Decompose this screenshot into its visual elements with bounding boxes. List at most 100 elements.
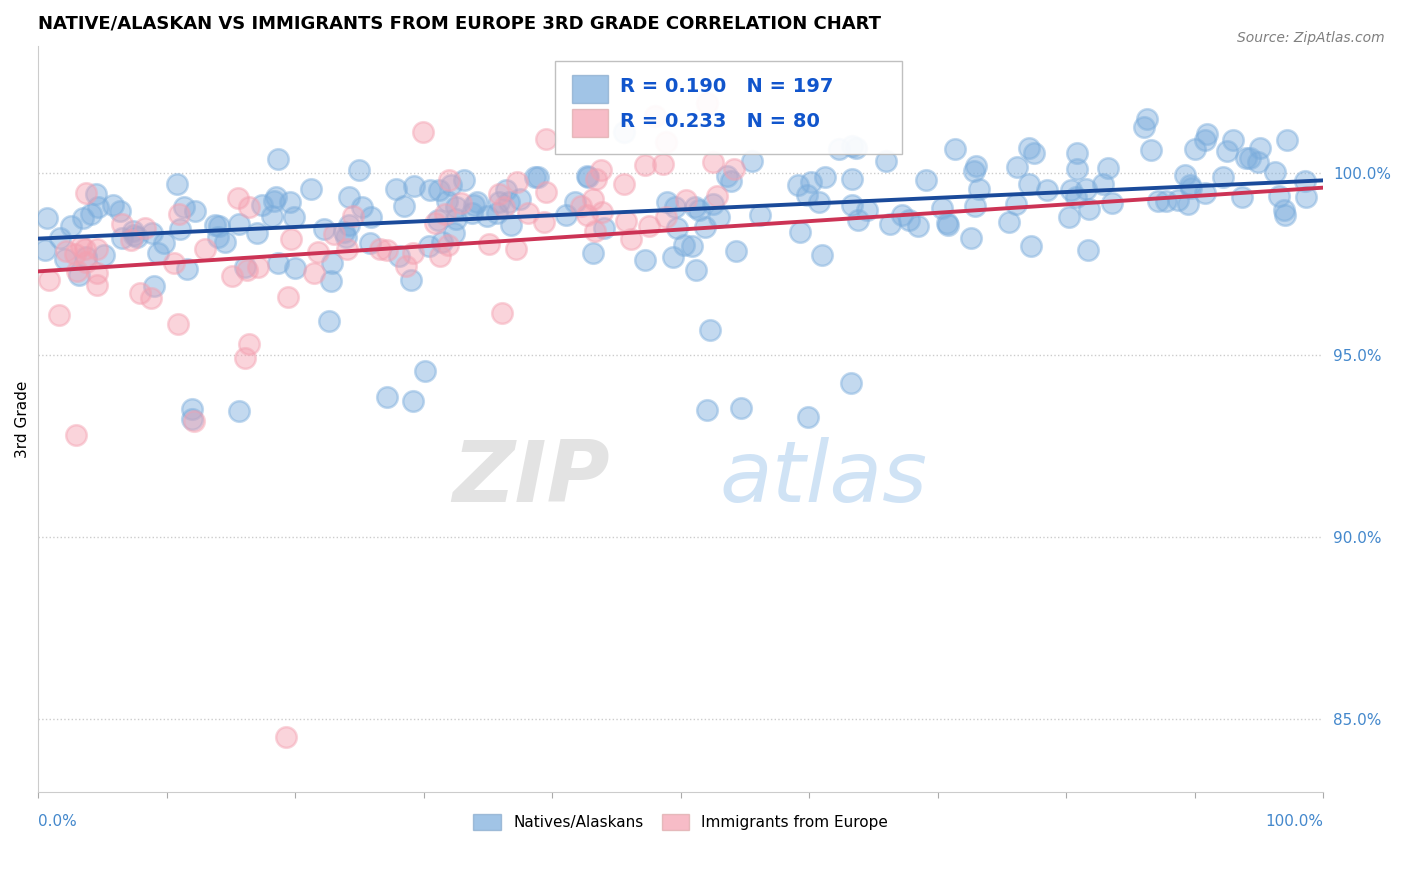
Point: [1174, 168, 1197, 182]
Point: [1136, 112, 1159, 126]
Point: [183, 414, 205, 428]
Point: [1154, 194, 1177, 209]
Point: [434, 207, 457, 221]
Point: [839, 376, 862, 390]
Point: [375, 390, 398, 404]
Point: [1178, 178, 1201, 192]
Point: [312, 222, 335, 236]
Point: [264, 190, 287, 204]
Point: [246, 260, 269, 275]
Point: [1057, 210, 1080, 224]
Text: R = 0.233   N = 80: R = 0.233 N = 80: [620, 112, 820, 130]
Legend: Natives/Alaskans, Immigrants from Europe: Natives/Alaskans, Immigrants from Europe: [467, 808, 894, 837]
Point: [86, 242, 108, 256]
Point: [491, 306, 513, 320]
Point: [368, 242, 391, 256]
Point: [302, 267, 325, 281]
Point: [86, 187, 108, 202]
Point: [786, 178, 808, 192]
Point: [789, 225, 811, 239]
Point: [359, 235, 381, 250]
Point: [446, 212, 468, 227]
Point: [167, 317, 190, 331]
Point: [1167, 193, 1189, 207]
Point: [402, 179, 425, 194]
Point: [644, 109, 666, 123]
Point: [1101, 196, 1123, 211]
Point: [120, 234, 142, 248]
Point: [485, 205, 508, 219]
Point: [582, 192, 605, 206]
Point: [350, 200, 373, 214]
Text: ZIP: ZIP: [453, 437, 610, 520]
Point: [1018, 141, 1040, 155]
Point: [614, 214, 637, 228]
Point: [666, 221, 689, 235]
Point: [696, 96, 718, 111]
Point: [589, 162, 612, 177]
Point: [1066, 161, 1088, 176]
Point: [841, 139, 863, 153]
Point: [453, 172, 475, 186]
Point: [554, 208, 576, 222]
Text: Source: ZipAtlas.com: Source: ZipAtlas.com: [1237, 31, 1385, 45]
Point: [505, 175, 527, 189]
Point: [173, 200, 195, 214]
Point: [450, 196, 472, 211]
Point: [582, 246, 605, 260]
Point: [323, 227, 346, 242]
Point: [321, 274, 343, 288]
Point: [65, 428, 87, 442]
Point: [960, 231, 983, 245]
Point: [111, 218, 134, 232]
Point: [856, 202, 879, 217]
Point: [915, 173, 938, 187]
Text: 0.0%: 0.0%: [38, 814, 77, 829]
Point: [235, 260, 257, 274]
Point: [463, 197, 485, 211]
Point: [662, 250, 685, 264]
Point: [181, 412, 204, 426]
Point: [419, 183, 441, 197]
Point: [276, 731, 298, 745]
Point: [576, 169, 599, 184]
Point: [204, 218, 226, 232]
Point: [845, 141, 868, 155]
FancyBboxPatch shape: [555, 61, 901, 154]
Point: [654, 136, 676, 150]
Point: [1212, 170, 1234, 185]
Point: [184, 203, 207, 218]
Point: [436, 238, 458, 252]
Point: [716, 169, 738, 184]
Point: [208, 219, 231, 233]
Point: [475, 209, 498, 223]
Point: [129, 286, 152, 301]
Point: [841, 172, 863, 186]
Point: [444, 200, 467, 214]
Point: [699, 323, 721, 337]
Point: [37, 211, 59, 226]
Point: [613, 178, 636, 192]
Point: [517, 206, 540, 220]
Point: [38, 273, 60, 287]
Point: [488, 194, 510, 209]
Point: [494, 200, 516, 214]
Point: [395, 259, 418, 273]
Point: [534, 132, 557, 146]
Point: [634, 252, 657, 267]
Point: [569, 199, 592, 213]
Point: [267, 255, 290, 269]
Point: [87, 201, 110, 215]
Point: [233, 351, 256, 366]
Point: [401, 394, 423, 409]
Point: [75, 250, 97, 264]
Point: [536, 185, 558, 199]
Point: [412, 125, 434, 139]
Point: [875, 153, 897, 168]
Point: [63, 247, 86, 261]
Text: R = 0.190   N = 197: R = 0.190 N = 197: [620, 78, 834, 96]
Point: [267, 153, 290, 167]
Point: [134, 221, 156, 235]
Point: [1064, 190, 1087, 204]
Point: [67, 268, 90, 283]
